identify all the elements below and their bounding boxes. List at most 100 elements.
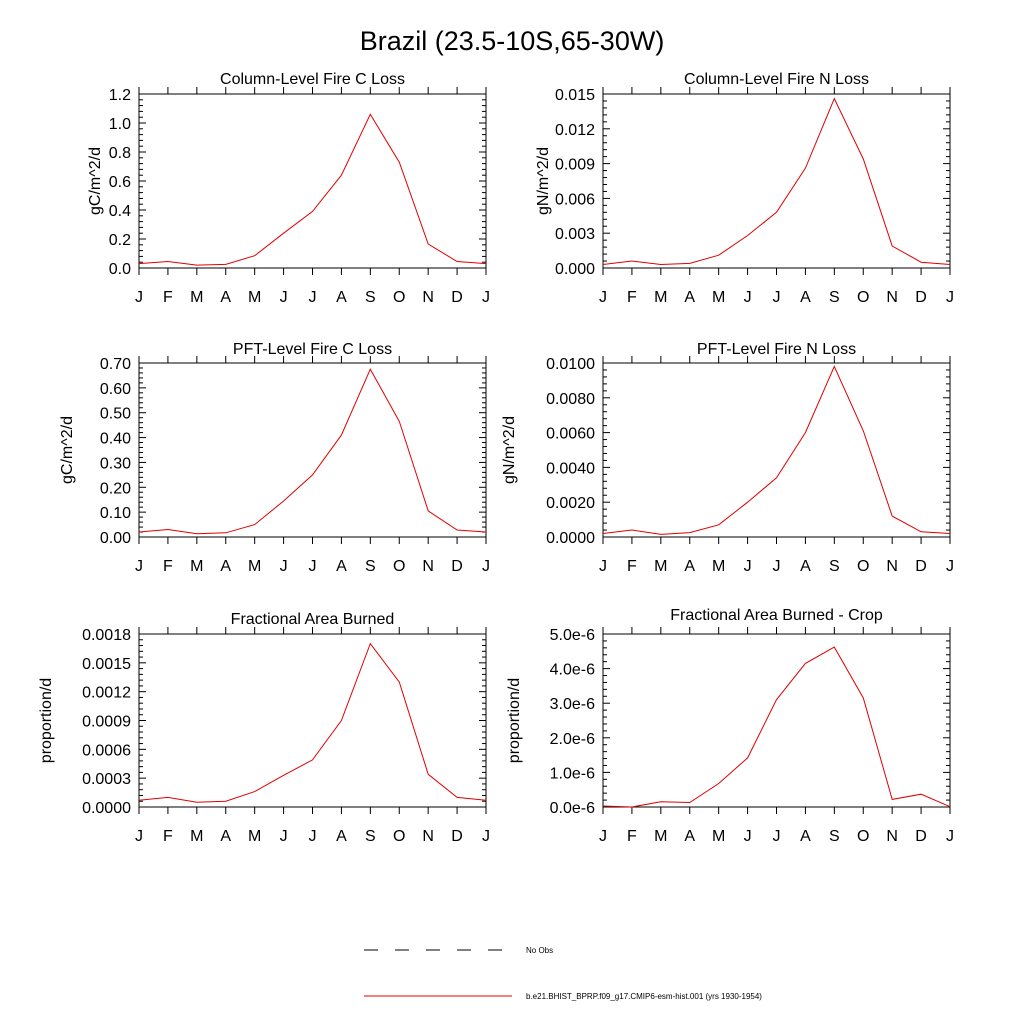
panel-title: PFT-Level Fire C Loss bbox=[233, 341, 392, 358]
x-tick-label: D bbox=[915, 828, 927, 845]
y-axis-label: proportion/d bbox=[38, 678, 55, 763]
y-tick-label: 1.0e-6 bbox=[550, 765, 595, 782]
y-tick-label: 0.00 bbox=[100, 530, 131, 547]
x-tick-label: F bbox=[627, 828, 637, 845]
x-tick-label: S bbox=[829, 558, 840, 575]
legend-label: No Obs bbox=[526, 946, 553, 955]
x-tick-label: J bbox=[309, 558, 317, 575]
panel-title: Fractional Area Burned bbox=[231, 611, 395, 628]
panel-title: Column-Level Fire N Loss bbox=[684, 71, 869, 88]
plot-frame bbox=[138, 93, 487, 269]
y-tick-label: 3.0e-6 bbox=[550, 696, 595, 713]
y-tick-label: 0.0003 bbox=[82, 771, 131, 788]
y-axis-label: gC/m^2/d bbox=[87, 147, 104, 215]
y-tick-label: 0.70 bbox=[100, 356, 131, 373]
x-tick-label: D bbox=[915, 289, 927, 306]
x-tick-label: J bbox=[309, 828, 317, 845]
x-tick-label: M bbox=[248, 289, 261, 306]
panel-title: PFT-Level Fire N Loss bbox=[697, 341, 856, 358]
x-tick-label: A bbox=[220, 289, 231, 306]
y-tick-label: 0.2 bbox=[109, 232, 131, 249]
y-tick-label: 0.0100 bbox=[546, 356, 595, 373]
x-tick-label: N bbox=[422, 289, 434, 306]
y-tick-label: 0.0 bbox=[109, 261, 131, 278]
y-tick-label: 0.0006 bbox=[82, 742, 131, 759]
y-tick-label: 0.20 bbox=[100, 480, 131, 497]
y-tick-label: 0.0012 bbox=[82, 685, 131, 702]
y-tick-label: 0.015 bbox=[555, 87, 595, 104]
x-tick-label: M bbox=[654, 289, 667, 306]
x-tick-label: M bbox=[190, 828, 203, 845]
x-tick-label: J bbox=[309, 289, 317, 306]
x-tick-label: O bbox=[857, 289, 869, 306]
plot-frame bbox=[602, 93, 951, 269]
y-tick-label: 4.0e-6 bbox=[550, 662, 595, 679]
series-line bbox=[602, 365, 951, 535]
panel-4: PFT-Level Fire N Loss gN/m^2/d 0.0000 0.002… bbox=[501, 341, 954, 575]
y-tick-label: 0.0000 bbox=[82, 800, 131, 817]
y-tick-label: 0.012 bbox=[555, 122, 595, 139]
y-tick-label: 0.6 bbox=[109, 174, 131, 191]
x-tick-label: M bbox=[712, 289, 725, 306]
y-tick-label: 0.60 bbox=[100, 381, 131, 398]
panel-2: Column-Level Fire N Loss gN/m^2/d 0.000 0.0… bbox=[535, 71, 954, 306]
page-title: Brazil (23.5-10S,65-30W) bbox=[360, 26, 665, 56]
x-tick-label: J bbox=[773, 289, 781, 306]
x-tick-label: J bbox=[482, 828, 490, 845]
x-tick-label: D bbox=[915, 558, 927, 575]
x-tick-label: J bbox=[280, 289, 288, 306]
x-tick-label: J bbox=[135, 558, 143, 575]
y-tick-label: 2.0e-6 bbox=[550, 731, 595, 748]
y-tick-label: 0.8 bbox=[109, 145, 131, 162]
x-tick-label: J bbox=[946, 558, 954, 575]
x-tick-label: O bbox=[857, 558, 869, 575]
x-tick-label: J bbox=[744, 289, 752, 306]
x-tick-label: N bbox=[422, 558, 434, 575]
series-line bbox=[138, 113, 487, 266]
y-tick-label: 0.0080 bbox=[546, 391, 595, 408]
x-tick-label: D bbox=[451, 289, 463, 306]
x-tick-label: A bbox=[220, 558, 231, 575]
panel-title: Column-Level Fire C Loss bbox=[220, 71, 405, 88]
plot-frame bbox=[602, 633, 951, 808]
y-axis-label: gC/m^2/d bbox=[59, 416, 76, 484]
y-axis-label: gN/m^2/d bbox=[535, 147, 552, 215]
x-tick-label: J bbox=[744, 558, 752, 575]
panel-3: PFT-Level Fire C Loss gC/m^2/d 0.00 0.10 0.2… bbox=[59, 341, 490, 575]
y-tick-label: 0.003 bbox=[555, 226, 595, 243]
x-tick-label: M bbox=[654, 558, 667, 575]
x-tick-label: S bbox=[365, 828, 376, 845]
series-line bbox=[138, 368, 487, 535]
x-tick-label: A bbox=[684, 289, 695, 306]
x-tick-label: J bbox=[599, 558, 607, 575]
x-tick-label: M bbox=[190, 558, 203, 575]
y-tick-label: 0.0015 bbox=[82, 656, 131, 673]
y-tick-label: 0.40 bbox=[100, 431, 131, 448]
x-tick-label: S bbox=[829, 828, 840, 845]
plot-frame bbox=[138, 633, 487, 808]
x-tick-label: M bbox=[712, 828, 725, 845]
x-tick-label: A bbox=[800, 828, 811, 845]
x-tick-label: J bbox=[135, 289, 143, 306]
legend-label: b.e21.BHIST_BPRP.f09_g17.CMIP6-esm-hist.… bbox=[526, 992, 762, 1001]
x-tick-label: M bbox=[712, 558, 725, 575]
x-tick-label: J bbox=[946, 289, 954, 306]
x-tick-label: A bbox=[336, 828, 347, 845]
x-tick-label: S bbox=[365, 289, 376, 306]
plot-frame bbox=[602, 362, 951, 538]
series-line bbox=[602, 646, 951, 808]
panel-title: Fractional Area Burned - Crop bbox=[670, 607, 883, 624]
y-tick-label: 1.0 bbox=[109, 116, 131, 133]
x-tick-label: D bbox=[451, 828, 463, 845]
x-tick-label: A bbox=[336, 558, 347, 575]
x-tick-label: O bbox=[393, 828, 405, 845]
x-tick-label: D bbox=[451, 558, 463, 575]
x-tick-label: S bbox=[829, 289, 840, 306]
x-tick-label: A bbox=[800, 558, 811, 575]
x-tick-label: N bbox=[886, 558, 898, 575]
x-tick-label: J bbox=[280, 828, 288, 845]
legend: No Obs b.e21.BHIST_BPRP.f09_g17.CMIP6-esm… bbox=[364, 946, 762, 1001]
x-tick-label: O bbox=[857, 828, 869, 845]
x-tick-label: M bbox=[248, 558, 261, 575]
plot-frame bbox=[138, 362, 487, 538]
